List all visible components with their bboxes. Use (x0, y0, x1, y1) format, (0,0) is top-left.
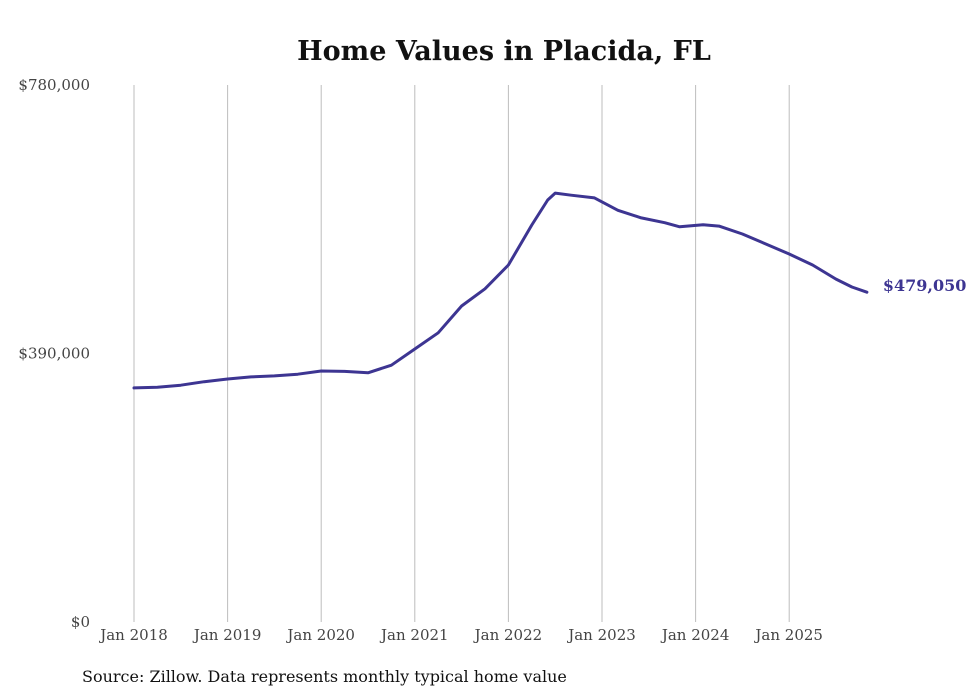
x-tick-label: Jan 2019 (192, 626, 262, 644)
x-tick-label: Jan 2025 (753, 626, 823, 644)
y-tick-label: $780,000 (18, 76, 90, 94)
end-value-label: $479,050 (883, 276, 967, 295)
chart-title: Home Values in Placida, FL (297, 36, 711, 67)
y-axis: $0 $390,000 $780,000 (18, 76, 90, 631)
series-line (132, 191, 869, 390)
y-tick-label: $0 (71, 613, 90, 631)
source-note: Source: Zillow. Data represents monthly … (82, 667, 567, 686)
x-tick-label: Jan 2022 (473, 626, 543, 644)
series-group (132, 191, 869, 390)
x-tick-label: Jan 2021 (379, 626, 449, 644)
x-tick-label: Jan 2020 (285, 626, 355, 644)
x-tick-label: Jan 2018 (98, 626, 168, 644)
grid-lines (133, 85, 790, 622)
y-tick-label: $390,000 (18, 345, 90, 363)
x-tick-label: Jan 2024 (660, 626, 730, 644)
x-tick-label: Jan 2023 (566, 626, 636, 644)
x-axis: Jan 2018 Jan 2019 Jan 2020 Jan 2021 Jan 2022… (98, 626, 823, 644)
